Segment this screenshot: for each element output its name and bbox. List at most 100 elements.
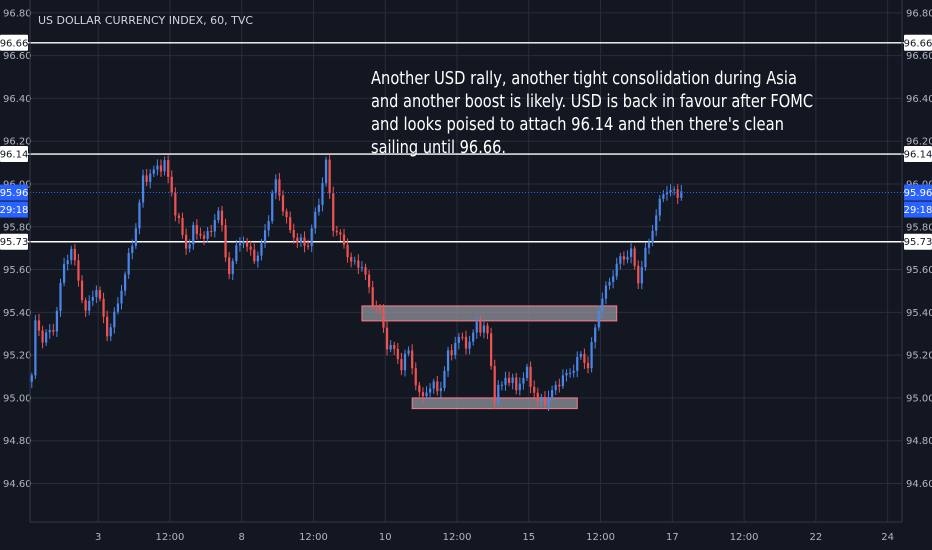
candle-body — [109, 327, 112, 337]
candle-body — [490, 333, 493, 367]
candle-body — [224, 225, 227, 258]
candle-body — [238, 243, 242, 246]
x-tick-label: 24 — [881, 532, 894, 543]
candle-body — [360, 267, 364, 269]
candle-body — [586, 362, 590, 369]
candle-body — [106, 316, 109, 337]
y-tick-label-right: 94.60 — [906, 479, 932, 490]
candle-body — [324, 159, 328, 184]
level-tag-left — [0, 146, 28, 163]
candle-body — [123, 274, 127, 291]
candle-body — [389, 345, 392, 350]
candle-body — [651, 230, 654, 243]
candle-body — [367, 274, 371, 288]
chart-title: US DOLLAR CURRENCY INDEX, 60, TVC — [38, 14, 253, 27]
candle-body — [342, 234, 346, 245]
candle-body — [235, 245, 238, 262]
candle-body — [608, 281, 611, 286]
candle-body — [479, 321, 482, 333]
candle-body — [159, 165, 163, 172]
candle-body — [242, 241, 245, 244]
level-tag-left-text: 96.66 — [0, 38, 28, 49]
y-tick-label-left: 95.40 — [3, 308, 32, 319]
candle-body — [529, 366, 532, 387]
candle-body — [289, 217, 292, 230]
candle-body — [184, 234, 188, 249]
candle-body — [680, 191, 683, 198]
candle-body — [303, 237, 306, 246]
candle-body — [170, 176, 173, 193]
level-tag-right-text: 96.66 — [904, 38, 932, 49]
candle-body — [62, 264, 66, 283]
candle-body — [353, 260, 356, 262]
y-tick-label-right: 95.80 — [906, 222, 932, 233]
candle-body — [644, 247, 647, 268]
candle-body — [245, 241, 249, 247]
candle-body — [568, 372, 572, 374]
candle-body — [339, 232, 342, 235]
y-tick-label-left: 94.60 — [3, 479, 32, 490]
candle-body — [486, 325, 489, 334]
candle-body — [540, 396, 543, 402]
candle-body — [443, 370, 446, 389]
x-tick-label: 15 — [522, 532, 535, 543]
x-tick-label: 8 — [239, 532, 245, 543]
candle-body — [547, 397, 550, 405]
candle-body — [52, 329, 55, 332]
x-tick-label: 12:00 — [156, 532, 185, 543]
candle-body — [594, 327, 597, 343]
candle-body — [418, 385, 421, 393]
candle-body — [292, 229, 295, 238]
candle-body — [306, 245, 310, 247]
candle-body — [73, 248, 76, 261]
candle-body — [346, 244, 349, 258]
candle-body — [457, 336, 460, 343]
candle-body — [267, 221, 270, 231]
candle-body — [163, 160, 166, 172]
candle-body — [80, 280, 84, 301]
y-tick-label-right: 95.20 — [906, 351, 932, 362]
candle-body — [500, 384, 503, 386]
candle-body — [167, 160, 170, 177]
candle-body — [436, 381, 439, 392]
level-tag-right — [904, 146, 932, 163]
candle-body — [655, 215, 658, 231]
candle-body — [317, 204, 320, 212]
y-tick-label-right: 94.80 — [906, 436, 932, 447]
candle-body — [515, 377, 518, 391]
candle-body — [572, 370, 575, 373]
candle-body — [658, 198, 661, 216]
y-tick-label-right: 96.60 — [906, 51, 932, 62]
candle-body — [432, 381, 435, 389]
x-tick-label: 12:00 — [586, 532, 615, 543]
candle-body — [181, 217, 184, 235]
candle-body — [228, 257, 231, 274]
candle-body — [382, 309, 385, 328]
candle-body — [188, 244, 191, 249]
candle-body — [565, 372, 568, 376]
y-tick-label-left: 96.80 — [3, 8, 32, 19]
candle-body — [673, 189, 676, 191]
candle-body — [375, 306, 378, 308]
x-tick-label: 3 — [95, 532, 101, 543]
y-tick-label-right: 95.40 — [906, 308, 932, 319]
candle-body — [403, 353, 407, 371]
candle-body — [281, 195, 285, 212]
level-tag-right — [904, 233, 932, 250]
candle-body — [604, 285, 608, 299]
candle-body — [296, 237, 299, 243]
candle-body — [70, 248, 73, 261]
candle-body — [231, 261, 234, 274]
candle-body — [522, 377, 525, 384]
candle-body — [141, 175, 145, 203]
last-price-tag-right — [904, 184, 932, 201]
candle-body — [37, 320, 41, 331]
candle-body — [411, 350, 414, 369]
candle-body — [149, 173, 152, 182]
candle-body — [507, 377, 511, 383]
candle-body — [102, 298, 105, 317]
annotation-line: and looks poised to attach 96.14 and the… — [371, 115, 784, 135]
candle-body — [364, 267, 367, 275]
y-tick-label-right: 96.80 — [906, 8, 932, 19]
candle-body — [285, 211, 288, 218]
